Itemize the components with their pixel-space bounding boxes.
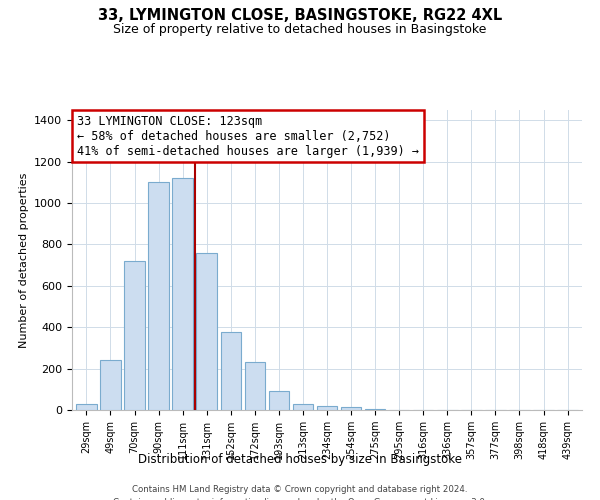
Text: 33, LYMINGTON CLOSE, BASINGSTOKE, RG22 4XL: 33, LYMINGTON CLOSE, BASINGSTOKE, RG22 4… (98, 8, 502, 22)
Bar (221, 332, 241, 410)
Text: 33 LYMINGTON CLOSE: 123sqm
← 58% of detached houses are smaller (2,752)
41% of s: 33 LYMINGTON CLOSE: 123sqm ← 58% of deta… (77, 114, 419, 158)
Bar (293, 404, 313, 410)
Bar (172, 178, 193, 410)
Text: Distribution of detached houses by size in Basingstoke: Distribution of detached houses by size … (138, 452, 462, 466)
Bar (76, 404, 97, 410)
Bar (365, 409, 385, 410)
Y-axis label: Number of detached properties: Number of detached properties (19, 172, 29, 348)
Bar (245, 362, 265, 410)
Bar (317, 406, 337, 410)
Text: Contains HM Land Registry data © Crown copyright and database right 2024.
Contai: Contains HM Land Registry data © Crown c… (113, 485, 487, 500)
Bar (148, 182, 169, 410)
Bar (100, 360, 121, 410)
Bar (269, 392, 289, 410)
Bar (124, 261, 145, 410)
Text: Size of property relative to detached houses in Basingstoke: Size of property relative to detached ho… (113, 22, 487, 36)
Bar (341, 407, 361, 410)
Bar (196, 253, 217, 410)
